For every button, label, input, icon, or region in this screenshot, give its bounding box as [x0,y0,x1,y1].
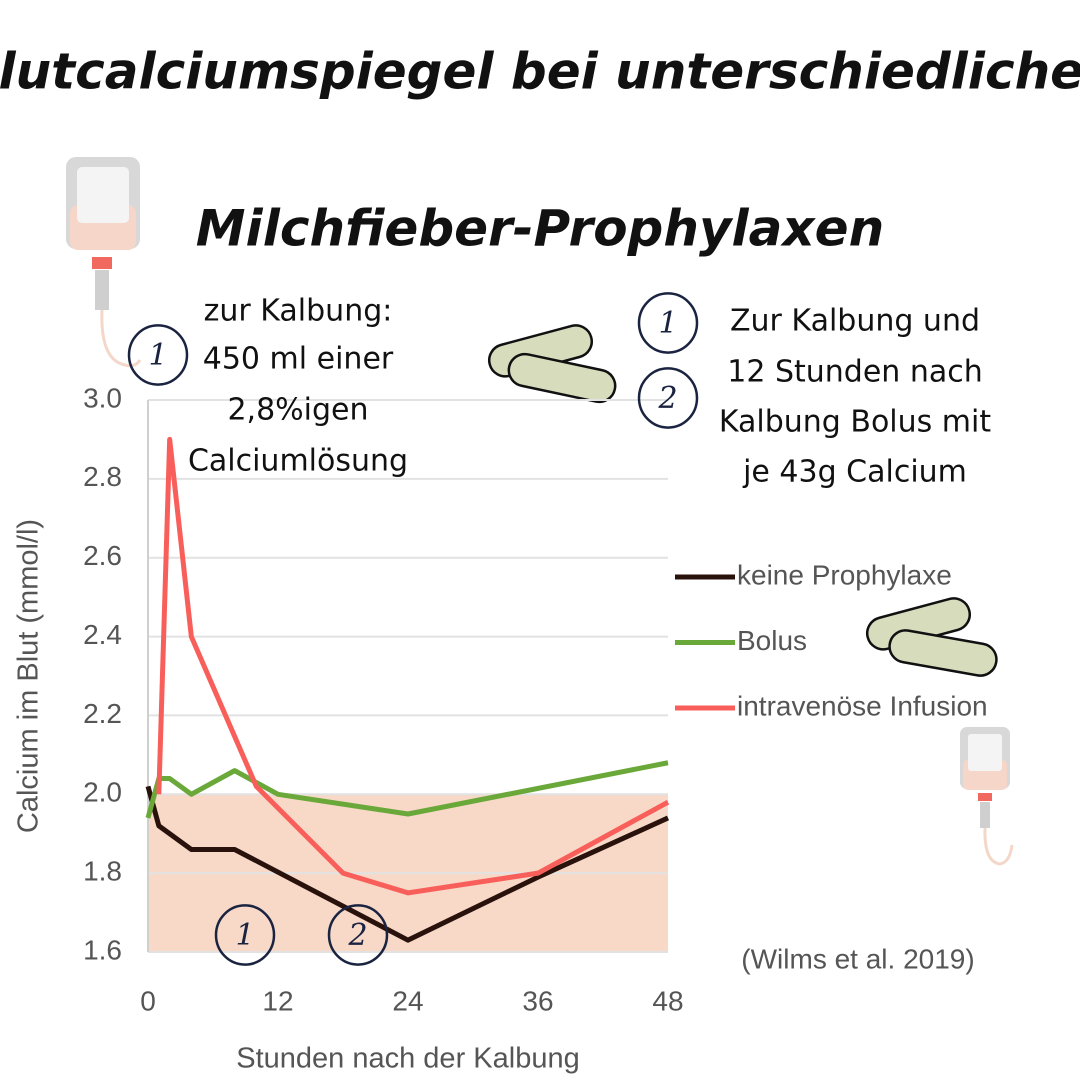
x-axis-title: Stunden nach der Kalbung [236,1043,579,1075]
legend-label: keine Prophylaxe [737,559,952,590]
legend-label: intravenöse Infusion [737,690,988,721]
y-tick-label: 2.6 [83,540,122,571]
x-tick-label: 36 [522,985,553,1016]
x-tick-label: 0 [140,985,156,1016]
marker-number: 2 [347,918,367,953]
iv-bag-icon [960,727,1014,866]
annotation-text: zur Kalbung: [204,294,393,329]
x-tick-label: 24 [392,985,423,1016]
capsule-icon [487,324,998,677]
legend-label: Bolus [737,625,807,656]
series-line [145,785,670,943]
annotation-text: 12 Stunden nach [727,355,983,390]
annotation-text: Kalbung Bolus mit [719,405,992,440]
y-tick-label: 2.8 [83,461,122,492]
marker-number: 1 [148,338,167,373]
y-tick-label: 3.0 [83,382,122,413]
marker-number: 2 [657,381,677,416]
annotation-text: je 43g Calcium [742,455,967,490]
y-tick-label: 1.6 [83,934,122,965]
x-tick-label: 48 [652,985,683,1016]
iv-bag-icon [66,157,142,368]
source-note: (Wilms et al. 2019) [741,943,974,974]
annotation-text: 2,8%igen [227,393,368,428]
marker-circle [327,904,389,966]
chart-title: Blutcalciumspiegel bei unterschiedlichen [0,43,1080,101]
chart-title: Milchfieber-Prophylaxen [196,200,884,258]
plot-area [147,399,668,953]
annotation-text: Calciumlösung [188,444,408,479]
y-tick-label: 2.4 [83,619,122,650]
y-axis-title: Calcium im Blut (mmol/l) [13,519,45,833]
annotation-text: 450 ml einer [203,342,394,377]
y-tick-label: 2.2 [83,698,122,729]
marker-number: 1 [235,918,254,953]
annotation-text: Zur Kalbung und [730,304,980,339]
marker-circle [637,367,699,429]
marker-circle [637,292,699,354]
marker-circle [127,324,189,386]
series-line [156,436,670,896]
marker-number: 1 [658,306,677,341]
y-tick-label: 1.8 [83,856,122,887]
y-tick-label: 2.0 [83,777,122,808]
x-tick-label: 12 [262,985,293,1016]
marker-circle [214,904,276,966]
